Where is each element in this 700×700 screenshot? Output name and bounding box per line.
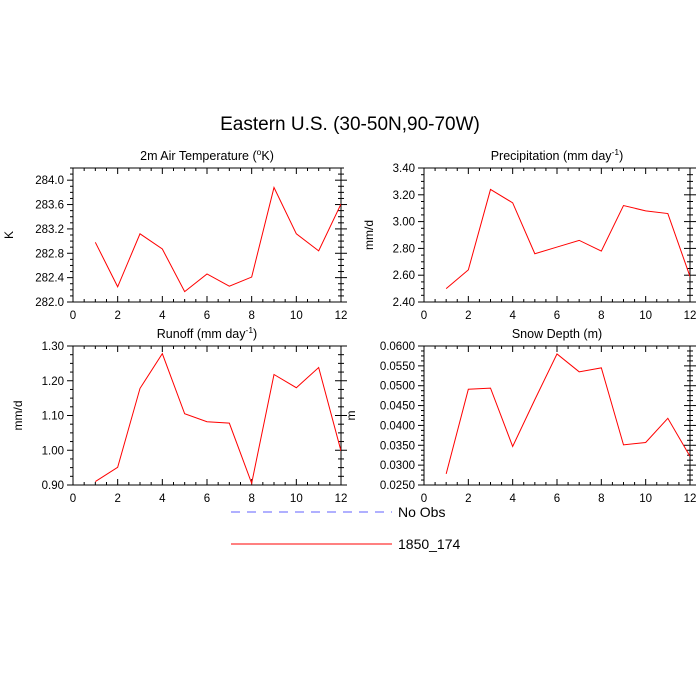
y-tick-label: 283.2 — [35, 224, 64, 236]
plot-frame — [72, 345, 342, 486]
series-line-1850_174 — [94, 186, 341, 293]
y-tick-label: 1.10 — [42, 411, 64, 423]
panel-title: Precipitation (mm day-1) — [491, 147, 624, 163]
y-tick-label: 2.40 — [393, 297, 415, 309]
y-tick-label: 0.0600 — [380, 341, 415, 353]
x-tick-label: 12 — [684, 310, 697, 322]
y-axis-label: m — [344, 411, 358, 421]
panel-title-tail: K) — [261, 149, 274, 163]
panel-title-tail: ) — [619, 149, 623, 163]
y-tick-label: 1.30 — [42, 341, 64, 353]
y-tick-label: 1.20 — [42, 376, 64, 388]
x-tick-label: 6 — [554, 493, 560, 505]
y-tick-label: 1.00 — [42, 445, 64, 457]
x-tick-label: 8 — [598, 493, 604, 505]
x-tick-label: 4 — [509, 493, 516, 505]
panel-title-superscript: o — [257, 147, 262, 157]
y-tick-label: 0.90 — [42, 480, 64, 492]
x-tick-label: 8 — [248, 310, 254, 322]
y-tick-label: 2.80 — [393, 243, 415, 255]
x-tick-label: 2 — [114, 493, 120, 505]
panel-title-superscript: -1 — [245, 325, 253, 335]
panel-title-tail: ) — [253, 327, 257, 341]
x-tick-label: 4 — [159, 493, 166, 505]
plot-frame — [72, 167, 342, 303]
x-tick-label: 10 — [290, 310, 303, 322]
x-tick-label: 12 — [335, 493, 348, 505]
y-tick-label: 282.0 — [35, 297, 64, 309]
y-tick-label: 0.0500 — [380, 381, 415, 393]
series-line-1850_174 — [95, 352, 341, 485]
plot-frame — [423, 345, 691, 486]
y-tick-label: 3.40 — [393, 163, 415, 175]
y-tick-label: 0.0350 — [380, 440, 415, 452]
panel-title-superscript: -1 — [612, 147, 620, 157]
y-tick-label: 0.0450 — [380, 401, 415, 413]
x-tick-label: 8 — [598, 310, 604, 322]
panel-title-main: Precipitation (mm day — [491, 149, 613, 163]
x-tick-label: 6 — [554, 310, 560, 322]
x-tick-label: 0 — [70, 310, 76, 322]
panels: 2m Air Temperature (oK)K0 2 4 6 8 10 12282.028… — [2, 147, 696, 505]
y-tick-label: 0.0300 — [380, 460, 415, 472]
y-tick-label: 2.60 — [393, 270, 415, 282]
x-tick-label: 4 — [159, 310, 166, 322]
legend-label-1: No Obs — [398, 504, 445, 520]
x-tick-label: 2 — [465, 310, 471, 322]
x-tick-label: 6 — [204, 310, 210, 322]
chart-panel-3: Runoff (mm day-1) mm/d 0 2 4 6 8 10 12 0.90 1.00 1.… — [11, 325, 347, 505]
y-axis-label: mm/d — [362, 220, 376, 250]
x-tick-label: 0 — [421, 310, 427, 322]
x-tick-label: 2 — [465, 493, 471, 505]
x-tick-label: 0 — [421, 493, 427, 505]
chart-panel-2: Precipitation (mm day-1) mm/d 0 2 4 6 8 10 12 2.4… — [362, 147, 696, 322]
series-line-1850_174 — [445, 188, 690, 289]
y-tick-label: 3.20 — [393, 190, 415, 202]
y-tick-label: 0.0400 — [380, 420, 415, 432]
panel-title: 2m Air Temperature (oK) — [140, 147, 274, 163]
panel-title: Runoff (mm day-1) — [157, 325, 257, 341]
y-tick-label: 282.8 — [35, 248, 64, 260]
y-tick-label: 283.6 — [35, 200, 64, 212]
chart-panel-4: Snow Depth (m) m 0 2 4 6 8 10 12 0.0250 0.0300 0.03… — [344, 327, 696, 505]
y-axis-label: K — [2, 231, 16, 239]
plot-frame — [423, 167, 691, 303]
panel-title-main: Runoff (mm day — [157, 327, 246, 341]
x-tick-label: 6 — [204, 493, 210, 505]
x-tick-label: 10 — [639, 493, 652, 505]
legend-label-2: 1850_174 — [398, 536, 461, 552]
y-tick-label: 284.0 — [35, 175, 64, 187]
x-tick-label: 8 — [248, 493, 254, 505]
x-tick-label: 10 — [290, 493, 303, 505]
x-tick-label: 4 — [509, 310, 516, 322]
y-axis-label: mm/d — [11, 401, 25, 431]
x-tick-label: 2 — [114, 310, 120, 322]
panel-title-main: Snow Depth (m) — [512, 327, 602, 341]
y-tick-label: 0.0250 — [380, 480, 415, 492]
legend: No Obs 1850_174 — [231, 504, 461, 552]
x-tick-label: 0 — [70, 493, 76, 505]
x-tick-label: 12 — [684, 493, 697, 505]
panel-title-main: 2m Air Temperature ( — [140, 149, 257, 163]
x-tick-label: 10 — [639, 310, 652, 322]
panel-title: Snow Depth (m) — [512, 327, 602, 341]
y-tick-label: 282.4 — [35, 273, 64, 285]
y-tick-label: 0.0550 — [380, 361, 415, 373]
x-tick-label: 12 — [335, 310, 348, 322]
chart-panel-1: 2m Air Temperature (oK) K 0 2 4 6 8 10 12 282.0 28… — [2, 147, 347, 322]
figure-title: Eastern U.S. (30-50N,90-70W) — [220, 114, 480, 135]
y-tick-label: 3.00 — [393, 217, 415, 229]
series-line-1850_174 — [445, 353, 690, 475]
